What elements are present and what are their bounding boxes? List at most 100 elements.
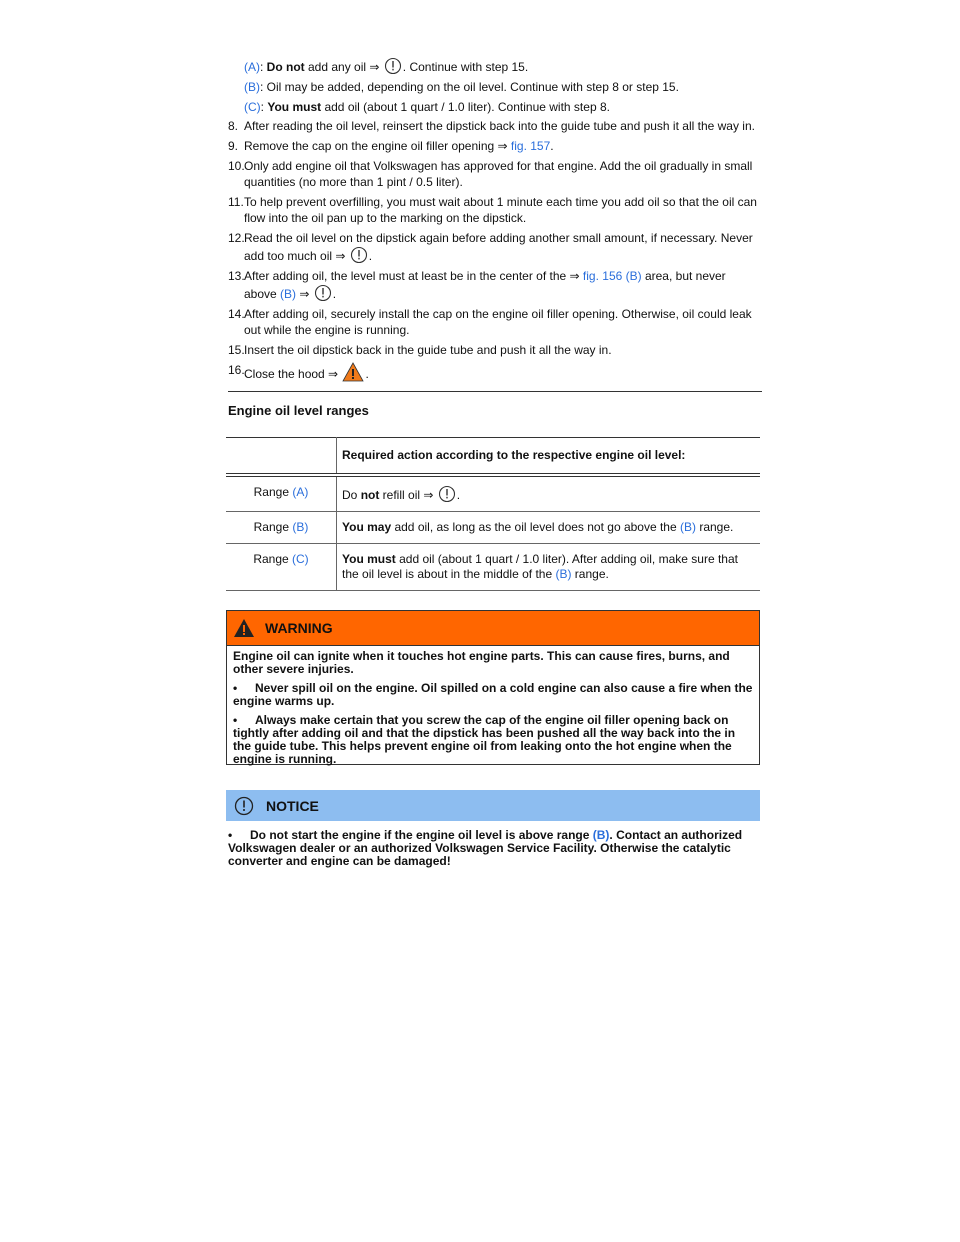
- warning-icon: [234, 619, 254, 637]
- text: add any oil ⇒: [304, 60, 383, 74]
- text: After reading the oil level, reinsert th…: [244, 119, 755, 133]
- table-row: Range (A) Do not refill oil ⇒ .: [226, 475, 760, 512]
- link[interactable]: (B): [592, 828, 610, 842]
- table-header: Required action according to the respect…: [226, 437, 760, 477]
- warning-title: WARNING: [265, 620, 333, 636]
- divider: [228, 391, 762, 392]
- step-text: After adding oil, the level must at leas…: [244, 268, 758, 302]
- warning-header: WARNING: [227, 611, 759, 646]
- notice-icon: [350, 246, 367, 264]
- text: :: [260, 100, 268, 114]
- text: Range: [253, 485, 293, 499]
- bold-text: You must: [267, 100, 322, 114]
- bullet: •: [228, 828, 233, 842]
- link[interactable]: fig. 157: [510, 139, 551, 153]
- text: To help prevent overfilling, you must wa…: [244, 195, 757, 225]
- header-empty: [226, 437, 337, 477]
- action-cell: Do not refill oil ⇒ .: [336, 475, 760, 512]
- step-text: Close the hood ⇒ .: [244, 362, 369, 382]
- bullet: •: [233, 681, 238, 695]
- text: Remove the cap on the engine oil filler …: [244, 139, 511, 153]
- text: Insert the oil dipstick back in the guid…: [244, 343, 612, 357]
- bullet: •: [233, 713, 238, 727]
- text: .: [456, 488, 461, 502]
- step-text: Only add engine oil that Volkswagen has …: [244, 158, 758, 190]
- table-body: Required action according to the respect…: [226, 437, 760, 591]
- text: add oil, as long as the oil level does n…: [391, 520, 680, 534]
- text: range.: [571, 567, 609, 581]
- table-row: Range (C) You must add oil (about 1 quart…: [226, 543, 760, 591]
- text: Read the oil level on the dipstick again…: [244, 231, 753, 263]
- step-text: To help prevent overfilling, you must wa…: [244, 194, 758, 226]
- notice-header: NOTICE: [226, 790, 760, 821]
- text: range.: [696, 520, 734, 534]
- link[interactable]: (A): [292, 485, 309, 499]
- text: :: [260, 60, 267, 74]
- step-number: 15.: [228, 343, 245, 357]
- range-cell: Range (A): [226, 475, 337, 512]
- header-cell: Required action according to the respect…: [336, 437, 760, 477]
- step-number: 11.: [228, 195, 244, 209]
- sub-step: (B): Oil may be added, depending on the …: [244, 80, 764, 95]
- bold-text: Never spill oil on the engine. Oil spill…: [233, 681, 753, 708]
- warning-box: WARNING Engine oil can ignite when it to…: [226, 610, 760, 766]
- step: 10. Only add engine oil that Volkswagen h…: [228, 158, 758, 190]
- link[interactable]: (B): [244, 80, 260, 94]
- step-text: Remove the cap on the engine oil filler …: [244, 138, 554, 154]
- text: : Oil may be added, depending on the oil…: [260, 80, 679, 94]
- step-number: 14.: [228, 307, 245, 321]
- notice-icon: [314, 284, 331, 302]
- bullet-item: • Always make certain that you screw the …: [233, 714, 753, 766]
- sub-step: (C): You must add oil (about 1 quart / 1…: [244, 100, 764, 115]
- bold-text: not: [360, 488, 380, 502]
- notice-box: NOTICE • Do not start the engine if the e…: [226, 790, 760, 876]
- link[interactable]: (A): [244, 60, 260, 74]
- text: refill oil ⇒: [379, 488, 437, 502]
- link[interactable]: (B): [680, 520, 696, 534]
- bold-text: You must: [342, 552, 396, 566]
- bold-text: Always make certain that you screw the c…: [233, 713, 736, 766]
- notice-icon: [438, 485, 455, 503]
- text: After adding oil, the level must at leas…: [244, 269, 583, 283]
- warning-icon: [342, 362, 365, 382]
- link[interactable]: (B): [280, 287, 297, 301]
- range-cell: Range (B): [226, 511, 337, 544]
- action-cell: You must add oil (about 1 quart / 1.0 li…: [336, 543, 760, 591]
- step-number: 16.: [228, 363, 245, 377]
- steps: 8. After reading the oil level, reinsert …: [228, 118, 758, 386]
- text: Only add engine oil that Volkswagen has …: [244, 159, 753, 189]
- step-number: 12.: [228, 231, 245, 245]
- link[interactable]: (C): [292, 552, 309, 566]
- link[interactable]: fig. 156 (B): [582, 269, 642, 283]
- notice-icon: [234, 796, 254, 815]
- step: 12. Read the oil level on the dipstick ag…: [228, 230, 758, 264]
- step: 14. After adding oil, securely install th…: [228, 306, 758, 338]
- link[interactable]: (B): [555, 567, 572, 581]
- notice-body: • Do not start the engine if the engine o…: [226, 821, 760, 876]
- text: area, but never above: [244, 269, 726, 301]
- warning-intro: Engine oil can ignite when it touches ho…: [233, 649, 730, 676]
- text: After adding oil, securely install the c…: [244, 307, 752, 337]
- text: .: [365, 367, 369, 381]
- step: 9. Remove the cap on the engine oil fille…: [228, 138, 758, 154]
- link[interactable]: (B): [292, 520, 309, 534]
- step: 16. Close the hood ⇒ .: [228, 362, 758, 382]
- link[interactable]: (C): [244, 100, 261, 114]
- step-number: 9.: [228, 139, 239, 153]
- step-number: 8.: [228, 119, 239, 133]
- text: .: [550, 139, 554, 153]
- bold-text: You may: [342, 520, 392, 534]
- warning-body: Engine oil can ignite when it touches ho…: [227, 646, 759, 776]
- step-text: Insert the oil dipstick back in the guid…: [244, 342, 612, 358]
- sub-steps: (A): Do not add any oil ⇒ . Continue wit…: [244, 57, 764, 120]
- step-number: 13.: [228, 269, 245, 283]
- text: . Continue with step 15.: [402, 60, 529, 74]
- bold-text: Do not: [266, 60, 305, 74]
- notice-icon: [384, 57, 401, 75]
- text: ⇒: [296, 287, 313, 301]
- text: .: [368, 249, 373, 263]
- step: 15. Insert the oil dipstick back in the g…: [228, 342, 758, 358]
- text: Range: [253, 520, 293, 534]
- action-cell: You may add oil, as long as the oil leve…: [336, 511, 760, 544]
